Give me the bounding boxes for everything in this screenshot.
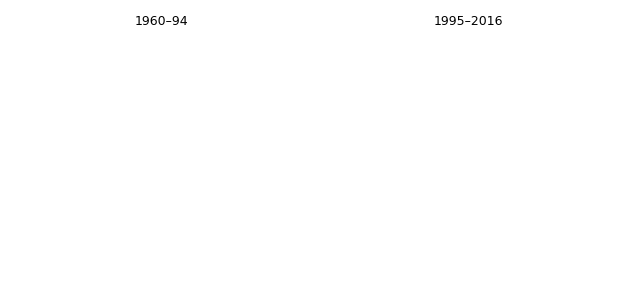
Title: 1995–2016: 1995–2016 bbox=[434, 15, 503, 28]
Title: 1960–94: 1960–94 bbox=[134, 15, 188, 28]
